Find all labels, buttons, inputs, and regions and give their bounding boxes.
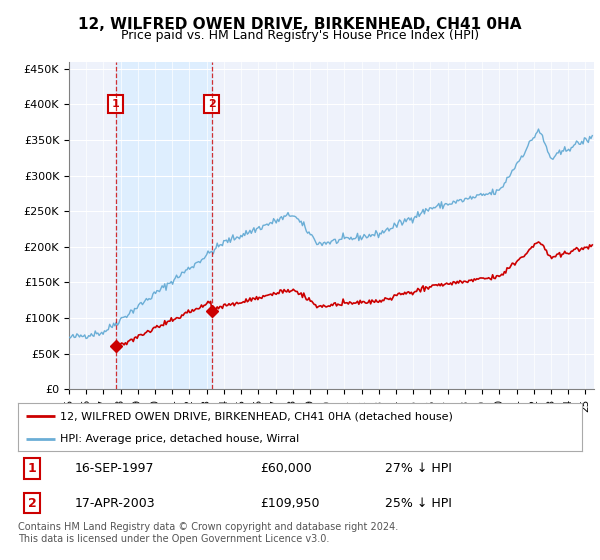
Bar bbox=[116, 62, 212, 389]
Text: 17-APR-2003: 17-APR-2003 bbox=[74, 497, 155, 510]
Text: 2: 2 bbox=[208, 99, 215, 109]
Text: 12, WILFRED OWEN DRIVE, BIRKENHEAD, CH41 0HA: 12, WILFRED OWEN DRIVE, BIRKENHEAD, CH41… bbox=[78, 17, 522, 32]
Text: HPI: Average price, detached house, Wirral: HPI: Average price, detached house, Wirr… bbox=[60, 434, 299, 444]
Text: 1: 1 bbox=[28, 462, 37, 475]
Text: £109,950: £109,950 bbox=[260, 497, 320, 510]
Text: 16-SEP-1997: 16-SEP-1997 bbox=[74, 462, 154, 475]
Text: Price paid vs. HM Land Registry's House Price Index (HPI): Price paid vs. HM Land Registry's House … bbox=[121, 29, 479, 41]
Text: Contains HM Land Registry data © Crown copyright and database right 2024.
This d: Contains HM Land Registry data © Crown c… bbox=[18, 522, 398, 544]
Text: 25% ↓ HPI: 25% ↓ HPI bbox=[385, 497, 451, 510]
Text: 27% ↓ HPI: 27% ↓ HPI bbox=[385, 462, 451, 475]
Text: 2: 2 bbox=[28, 497, 37, 510]
Text: £60,000: £60,000 bbox=[260, 462, 312, 475]
Text: 12, WILFRED OWEN DRIVE, BIRKENHEAD, CH41 0HA (detached house): 12, WILFRED OWEN DRIVE, BIRKENHEAD, CH41… bbox=[60, 411, 453, 421]
Text: 1: 1 bbox=[112, 99, 119, 109]
